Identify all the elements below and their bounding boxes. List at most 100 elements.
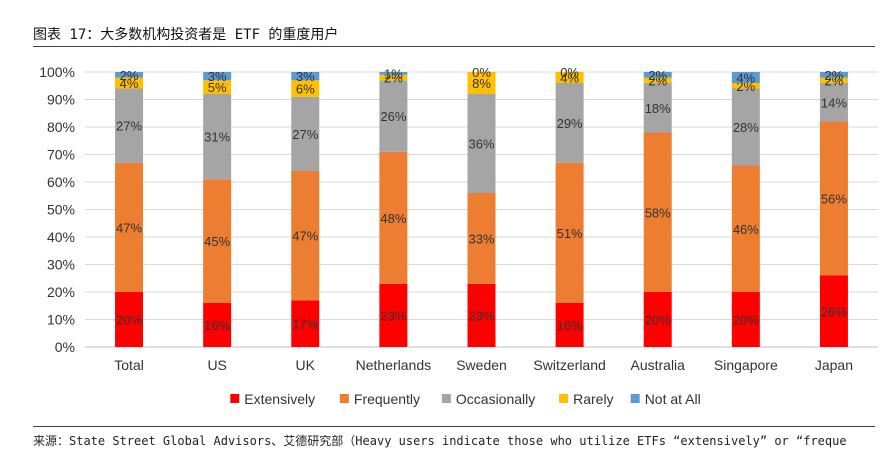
data-label: 23%: [380, 308, 406, 323]
data-label: 18%: [645, 101, 671, 116]
bar-segment: [467, 193, 496, 284]
data-label: 26%: [821, 304, 847, 319]
data-label: 16%: [557, 318, 583, 333]
bar-segment: [467, 72, 496, 94]
data-label: 33%: [468, 231, 494, 246]
data-label: 0%: [472, 65, 491, 80]
bar-segment: [203, 179, 232, 303]
x-tick-label: Japan: [815, 357, 853, 373]
bar-segment: [643, 77, 672, 83]
bar-segment: [379, 151, 408, 284]
bar-segment: [819, 77, 848, 83]
bar-segment: [203, 80, 232, 94]
bar-segment: [731, 88, 760, 166]
bar-segment: [731, 292, 760, 347]
stacked-bar-chart: 0% 10% 20% 30% 40% 50% 60% 70% 80% 90% 100% 20% 47%…: [39, 64, 878, 407]
bar-segment: [731, 72, 760, 83]
data-label: 48%: [380, 211, 406, 226]
x-tick-label: Switzerland: [533, 357, 605, 373]
data-label: 0%: [560, 65, 579, 80]
data-label: 51%: [557, 226, 583, 241]
y-tick-label: 50%: [47, 202, 75, 218]
legend-label: Rarely: [573, 391, 613, 407]
x-tick-label: Total: [114, 357, 144, 373]
legend-label: Not at All: [645, 391, 701, 407]
data-label: 4%: [120, 76, 139, 91]
data-label: 27%: [292, 127, 318, 142]
data-label: 2%: [825, 68, 844, 83]
data-label: 4%: [736, 71, 755, 86]
y-tick-label: 100%: [39, 64, 75, 80]
bar-segment: [291, 80, 320, 97]
data-label: 20%: [733, 313, 759, 328]
legend-label: Occasionally: [456, 391, 535, 407]
y-tick-label: 20%: [47, 284, 75, 300]
data-label: 17%: [292, 317, 318, 332]
bar-segment: [819, 275, 848, 347]
bar-segment: [379, 74, 408, 81]
bar-segment: [555, 72, 584, 83]
bar-segment: [115, 292, 144, 347]
legend: Extensively Frequently Occasionally Rarely N…: [230, 391, 701, 407]
x-tick-label: UK: [296, 357, 316, 373]
y-tick-label: 70%: [47, 147, 75, 163]
bar-segment: [555, 162, 584, 303]
legend-swatch: [559, 394, 569, 403]
bar-segment: [819, 72, 848, 78]
bar-segment: [819, 121, 848, 276]
data-label: 6%: [296, 82, 315, 97]
bar-segment: [203, 72, 232, 81]
bar-segment: [467, 94, 496, 193]
bar-segment: [115, 162, 144, 292]
data-label: 58%: [645, 205, 671, 220]
data-label: 23%: [468, 308, 494, 323]
y-axis: 0% 10% 20% 30% 40% 50% 60% 70% 80% 90% 100%: [39, 64, 75, 355]
legend-swatch: [339, 394, 349, 403]
data-label: 47%: [116, 220, 142, 235]
bar-segment: [643, 132, 672, 292]
data-label: 16%: [204, 318, 230, 333]
bar-segment: [291, 72, 320, 81]
x-tick-label: Sweden: [456, 357, 507, 373]
data-label: 56%: [821, 192, 847, 207]
bar-segment: [555, 303, 584, 347]
bar-segment: [731, 83, 760, 89]
data-label: 3%: [208, 69, 227, 84]
data-label: 36%: [468, 137, 494, 152]
bar-segment: [291, 300, 320, 347]
x-tick-label: US: [207, 357, 226, 373]
y-tick-label: 80%: [47, 119, 75, 135]
x-tick-label: Singapore: [714, 357, 778, 373]
bar-segment: [291, 96, 320, 171]
source-note: 来源：State Street Global Advisors、艾德研究部（He…: [33, 434, 847, 448]
x-axis: Total US UK Netherlands Sweden Switzerland Aus…: [114, 357, 853, 373]
bar-segment: [379, 72, 408, 75]
bar-segment: [115, 77, 144, 89]
x-tick-label: Netherlands: [356, 357, 432, 373]
data-label: 28%: [733, 120, 759, 135]
legend-label: Extensively: [244, 391, 315, 407]
bar-segment: [115, 88, 144, 163]
data-label: 31%: [204, 130, 230, 145]
data-label: 5%: [208, 80, 227, 95]
data-label: 29%: [557, 116, 583, 131]
data-label: 4%: [560, 71, 579, 86]
y-tick-label: 0%: [55, 339, 75, 355]
data-label: 2%: [648, 68, 667, 83]
legend-swatch: [630, 394, 640, 403]
bar-segment: [203, 94, 232, 180]
data-label: 3%: [296, 69, 315, 84]
y-tick-label: 60%: [47, 174, 75, 190]
y-tick-label: 10%: [47, 312, 75, 328]
bar-segment: [379, 80, 408, 152]
y-tick-label: 40%: [47, 229, 75, 245]
bar-segment: [643, 83, 672, 133]
data-label: 26%: [380, 109, 406, 124]
legend-swatch: [441, 394, 451, 403]
bar-segment: [643, 72, 672, 78]
bar-segment: [203, 303, 232, 347]
data-label: 45%: [204, 234, 230, 249]
bar-segment: [555, 83, 584, 163]
bar-segment: [115, 72, 144, 78]
bars: 20%47%27%4%2%16%45%31%5%3%17%47%27%6%3%2…: [115, 65, 848, 347]
